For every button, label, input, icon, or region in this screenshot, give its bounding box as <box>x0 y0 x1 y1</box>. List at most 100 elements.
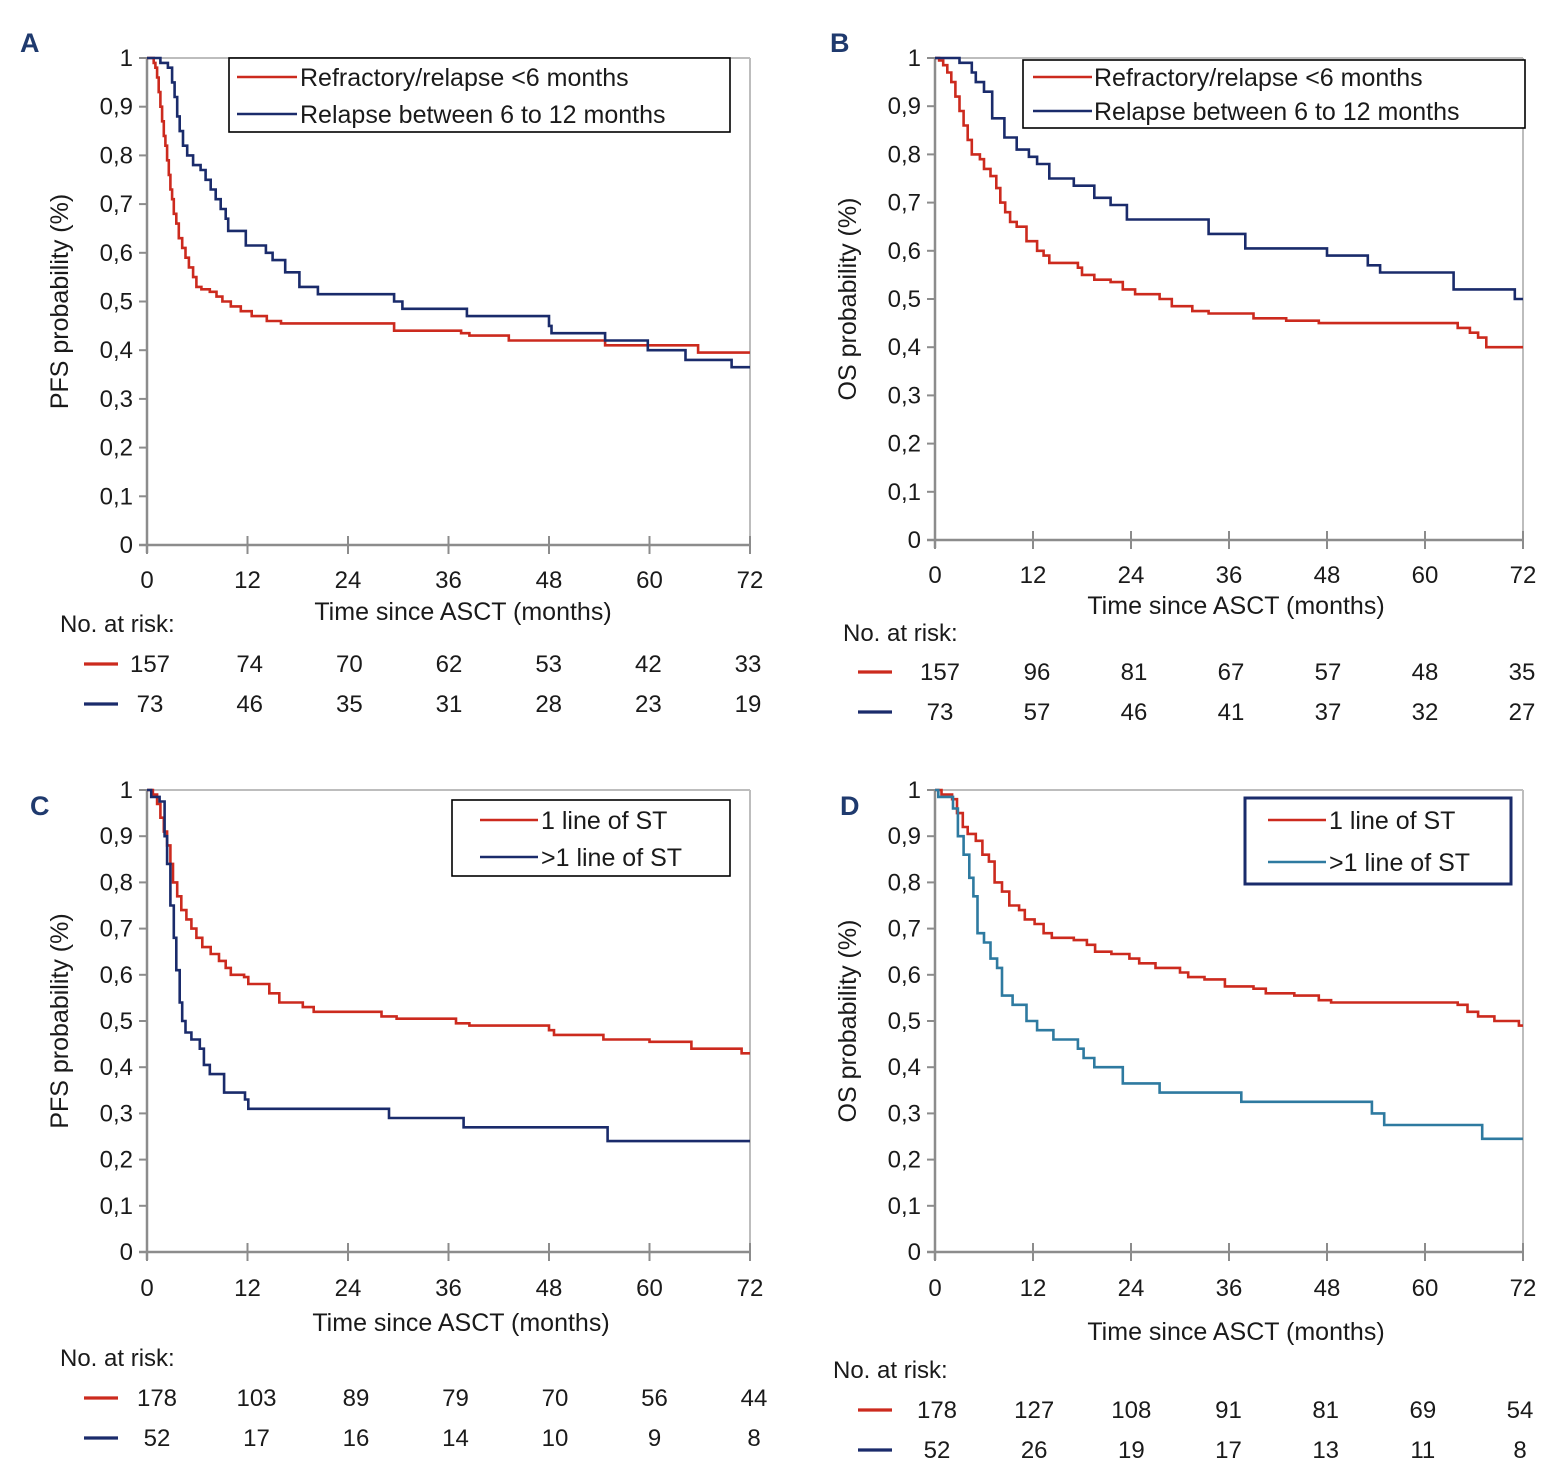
x-tick-label: 24 <box>335 1275 362 1302</box>
y-tick-label: 0,5 <box>888 286 921 313</box>
x-tick-label: 24 <box>1118 1275 1145 1302</box>
panel-letter-b: B <box>830 28 850 58</box>
risk-count: 91 <box>1215 1397 1242 1424</box>
y-tick-label: 0,6 <box>100 240 133 267</box>
x-tick-label: 60 <box>1412 1275 1439 1302</box>
km-curve-series-1 <box>935 788 1523 1027</box>
risk-count: 28 <box>535 691 562 718</box>
x-tick-label: 72 <box>737 567 764 594</box>
risk-count: 48 <box>1412 659 1439 686</box>
risk-count: 37 <box>1315 699 1342 726</box>
y-tick-label: 0,5 <box>888 1008 921 1035</box>
x-axis-title: Time since ASCT (months) <box>1087 1318 1384 1346</box>
x-tick-label: 48 <box>1314 562 1341 589</box>
risk-count: 53 <box>535 651 562 678</box>
risk-count: 96 <box>1024 659 1051 686</box>
y-tick-label: 0,4 <box>888 334 921 361</box>
risk-count: 42 <box>635 651 662 678</box>
y-tick-label: 0,2 <box>100 1147 133 1174</box>
km-curve-series-2 <box>935 56 1523 301</box>
y-tick-label: 0,2 <box>888 431 921 458</box>
y-tick-label: 0 <box>120 1239 133 1266</box>
km-curve-series-1 <box>147 788 750 1055</box>
risk-count: 10 <box>542 1425 569 1452</box>
panel-letter-d: D <box>840 791 860 821</box>
risk-count: 74 <box>236 651 263 678</box>
km-curve-series-2 <box>935 788 1523 1141</box>
x-tick-label: 60 <box>636 567 663 594</box>
y-tick-label: 0,9 <box>100 94 133 121</box>
risk-count: 32 <box>1412 699 1439 726</box>
y-tick-label: 0,7 <box>100 916 133 943</box>
x-tick-label: 36 <box>1216 562 1243 589</box>
legend-label: Relapse between 6 to 12 months <box>300 101 666 129</box>
x-tick-label: 48 <box>536 567 563 594</box>
risk-count: 31 <box>436 691 463 718</box>
risk-count: 62 <box>436 651 463 678</box>
risk-count: 108 <box>1111 1397 1151 1424</box>
legend-box <box>1022 59 1526 129</box>
legend-label: Refractory/relapse <6 months <box>1094 64 1423 92</box>
y-tick-label: 0,3 <box>100 1100 133 1127</box>
x-tick-label: 60 <box>1412 562 1439 589</box>
risk-count: 46 <box>236 691 263 718</box>
y-tick-label: 0,2 <box>888 1147 921 1174</box>
risk-count: 57 <box>1315 659 1342 686</box>
y-tick-label: 0,6 <box>888 962 921 989</box>
panel-d: D 0 0,1 0,2 0,3 0,4 0,5 0,6 0,7 0,8 0,9 1 0 12 24 36 48… <box>833 777 1536 1464</box>
risk-count: 19 <box>1118 1437 1145 1464</box>
y-tick-label: 1 <box>908 45 921 72</box>
y-tick-label: 0,6 <box>100 962 133 989</box>
risk-count: 19 <box>735 691 762 718</box>
y-tick-label: 0,9 <box>888 823 921 850</box>
legend-label: Refractory/relapse <6 months <box>300 64 629 92</box>
risk-count: 17 <box>243 1425 270 1452</box>
y-tick-label: 0,7 <box>100 191 133 218</box>
risk-count: 73 <box>137 691 164 718</box>
y-tick-label: 0,8 <box>888 141 921 168</box>
x-tick-label: 36 <box>435 567 462 594</box>
risk-count: 16 <box>343 1425 370 1452</box>
y-axis-title: OS probability (%) <box>834 920 862 1123</box>
panel-b: B 0 0,1 0,2 0,3 0,4 0,5 0,6 0,7 0,8 0,9 1 0 12 24 36 48… <box>830 28 1536 726</box>
y-tick-label: 0,1 <box>888 1193 921 1220</box>
risk-count: 44 <box>741 1385 768 1412</box>
y-tick-label: 0,4 <box>100 1054 133 1081</box>
x-tick-label: 24 <box>335 567 362 594</box>
y-tick-label: 0,4 <box>888 1054 921 1081</box>
y-tick-label: 0,7 <box>888 190 921 217</box>
legend-label: 1 line of ST <box>541 807 667 835</box>
legend-label: Relapse between 6 to 12 months <box>1094 98 1460 126</box>
y-tick-label: 1 <box>120 777 133 804</box>
y-tick-label: 0,9 <box>888 93 921 120</box>
risk-count: 67 <box>1218 659 1245 686</box>
risk-count: 73 <box>927 699 954 726</box>
km-curve-series-1 <box>935 56 1523 349</box>
y-tick-label: 0,7 <box>888 916 921 943</box>
x-tick-label: 0 <box>140 1275 153 1302</box>
km-curve-series-1 <box>147 56 750 354</box>
km-curve-series-2 <box>147 56 750 369</box>
legend-label: 1 line of ST <box>1329 807 1455 835</box>
panel-letter-a: A <box>20 28 40 58</box>
x-axis-title: Time since ASCT (months) <box>314 598 611 626</box>
legend-box <box>451 799 731 877</box>
y-axis-title: OS probability (%) <box>834 198 862 401</box>
y-tick-label: 0,5 <box>100 1008 133 1035</box>
risk-count: 70 <box>336 651 363 678</box>
legend-box <box>1243 796 1513 886</box>
x-tick-label: 48 <box>1314 1275 1341 1302</box>
y-tick-label: 0,8 <box>888 869 921 896</box>
y-tick-label: 0,4 <box>100 337 133 364</box>
y-tick-label: 1 <box>908 777 921 804</box>
x-tick-label: 24 <box>1118 562 1145 589</box>
x-tick-label: 12 <box>1020 562 1047 589</box>
risk-count: 26 <box>1021 1437 1048 1464</box>
risk-count: 178 <box>137 1385 177 1412</box>
x-tick-label: 48 <box>536 1275 563 1302</box>
risk-table-title: No. at risk: <box>843 620 958 647</box>
y-tick-label: 0,1 <box>888 479 921 506</box>
risk-count: 54 <box>1507 1397 1534 1424</box>
risk-count: 23 <box>635 691 662 718</box>
